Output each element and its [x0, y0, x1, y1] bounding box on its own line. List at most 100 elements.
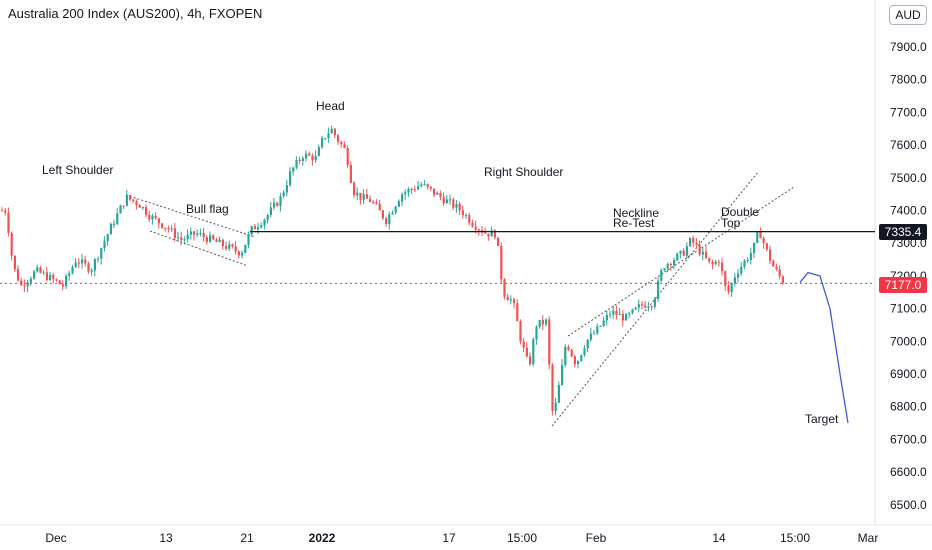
candle-body	[737, 273, 740, 278]
candle-body	[525, 347, 528, 357]
candle-body	[730, 283, 733, 292]
candle-body	[55, 279, 58, 281]
candle-body	[385, 218, 388, 225]
candle-body	[442, 197, 445, 204]
candle-body	[68, 273, 71, 276]
candle-body	[775, 266, 778, 270]
candle-body	[349, 164, 352, 183]
chart-annotation: Target	[805, 412, 839, 426]
candle-body	[52, 274, 55, 280]
candle-body	[215, 239, 218, 243]
candle-body	[404, 192, 407, 195]
candle-body	[263, 219, 266, 226]
candle-body	[740, 266, 743, 274]
y-tick-label: 6800.0	[890, 400, 927, 414]
candle-body	[445, 199, 448, 204]
candle-body	[554, 402, 557, 411]
candle-body	[71, 267, 74, 274]
candle-body	[356, 192, 359, 196]
candle-body	[87, 263, 90, 272]
candle-body	[58, 280, 61, 285]
candle-body	[676, 253, 679, 261]
candle-body	[148, 214, 151, 220]
candle-body	[564, 346, 567, 366]
candle-body	[113, 223, 116, 225]
candle-body	[602, 320, 605, 326]
candle-body	[183, 239, 186, 241]
candle-body	[241, 252, 244, 256]
candle-body	[516, 303, 519, 322]
candle-body	[733, 277, 736, 284]
candle-body	[311, 155, 314, 161]
candle-body	[589, 333, 592, 340]
candle-body	[692, 237, 695, 243]
candle-body	[177, 237, 180, 239]
candle-body	[743, 260, 746, 267]
candle-body	[209, 235, 212, 242]
y-tick-label: 7600.0	[890, 138, 927, 152]
y-tick-label: 7000.0	[890, 334, 927, 348]
x-tick-label: Mar	[858, 531, 879, 545]
candle-body	[228, 244, 231, 249]
candle-body	[167, 227, 170, 230]
candle-body	[762, 238, 765, 244]
candle-body	[545, 319, 548, 325]
candle-body	[426, 184, 429, 187]
candle-body	[433, 188, 436, 195]
candle-body	[484, 232, 487, 234]
candle-body	[125, 195, 128, 206]
candle-body	[663, 268, 666, 271]
candle-body	[653, 298, 656, 307]
candle-body	[708, 258, 711, 262]
currency-button[interactable]: AUD	[889, 5, 927, 25]
y-tick-label: 6900.0	[890, 367, 927, 381]
candle-body	[202, 233, 205, 238]
candle-body	[100, 248, 103, 259]
candle-body	[135, 201, 138, 205]
candle-body	[612, 310, 615, 315]
candle-body	[689, 237, 692, 247]
candle-body	[221, 239, 224, 247]
candle-body	[295, 159, 298, 168]
candle-body	[205, 237, 208, 242]
candle-body	[369, 198, 372, 202]
candle-body	[247, 234, 250, 245]
candle-body	[778, 269, 781, 277]
candle-body	[455, 204, 458, 208]
candle-body	[157, 218, 160, 224]
candle-body	[314, 155, 317, 161]
candle-body	[84, 259, 87, 264]
chart-annotation: Re-Test	[613, 216, 655, 230]
candle-body	[20, 280, 23, 286]
candle-body	[532, 339, 535, 365]
candle-body	[679, 250, 682, 254]
candle-body	[746, 260, 749, 262]
candle-body	[61, 284, 64, 287]
candle-body	[429, 186, 432, 189]
candle-body	[698, 244, 701, 255]
candle-body	[170, 228, 173, 230]
candle-body	[161, 223, 164, 228]
candle-body	[4, 210, 7, 213]
candle-body	[45, 272, 48, 280]
candle-body	[561, 365, 564, 386]
x-tick-label: 17	[442, 531, 456, 545]
candle-body	[714, 261, 717, 265]
candle-body	[353, 182, 356, 196]
candle-body	[253, 226, 256, 230]
x-tick-label: 15:00	[507, 531, 537, 545]
candle-body	[103, 241, 106, 249]
candle-body	[628, 313, 631, 315]
candle-body	[657, 280, 660, 299]
candle-body	[397, 201, 400, 207]
candle-body	[17, 269, 20, 281]
candle-body	[497, 237, 500, 246]
candle-body	[570, 349, 573, 357]
candle-body	[593, 333, 596, 335]
candle-body	[615, 310, 618, 316]
chart-annotation: Bull flag	[186, 202, 229, 216]
candle-body	[506, 296, 509, 301]
candle-body	[673, 260, 676, 266]
candle-body	[234, 246, 237, 252]
